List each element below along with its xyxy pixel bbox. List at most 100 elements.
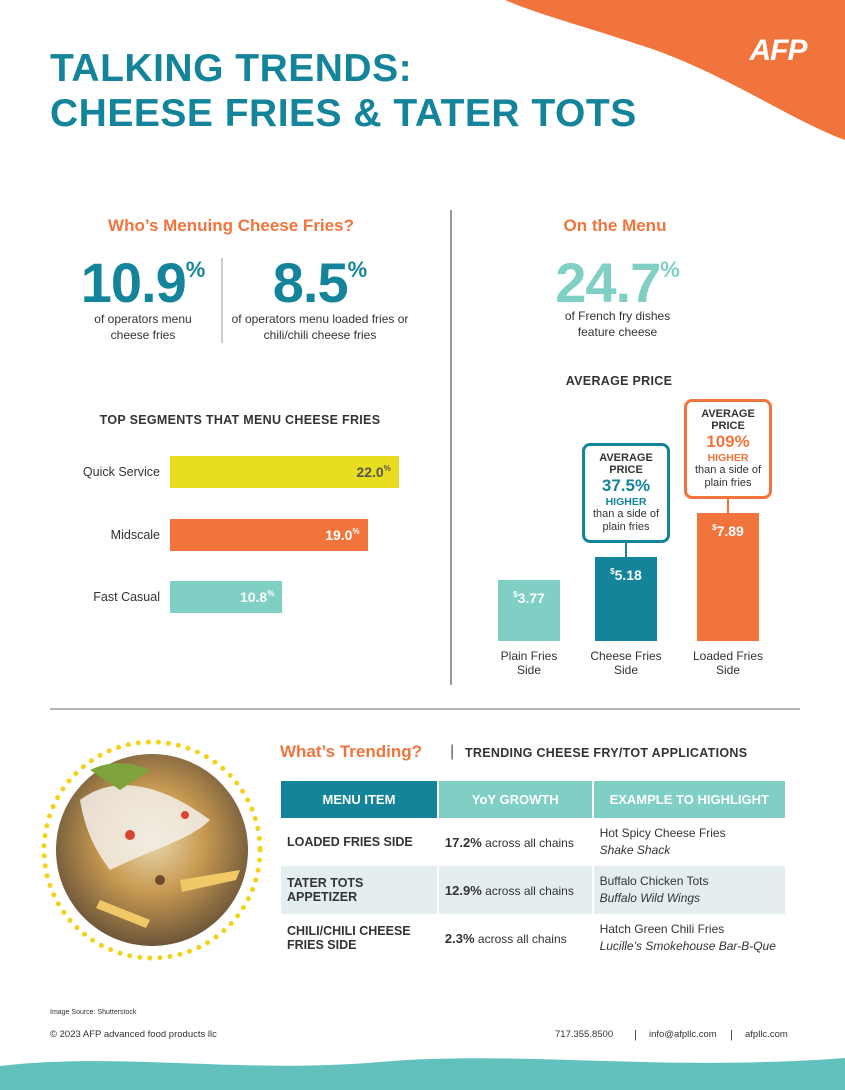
callout-label: AVERAGE PRICE bbox=[599, 452, 653, 477]
stat-caption: of operators menu cheese fries bbox=[94, 312, 192, 342]
stat-value: 8.5 bbox=[272, 251, 349, 314]
growth-note: across all chains bbox=[477, 931, 567, 946]
example: Buffalo Chicken Tots Buffalo Wild Wings bbox=[592, 866, 785, 914]
example-dish: Hot Spicy Cheese Fries bbox=[599, 826, 726, 840]
table-row: CHILI/CHILI CHEESE FRIES SIDE 2.3% across… bbox=[281, 914, 785, 962]
category-label: Plain Fries Side bbox=[500, 649, 558, 677]
callout: AVERAGE PRICE 109% HIGHER than a side of pl… bbox=[684, 399, 772, 500]
stat: 24.7% bbox=[530, 255, 705, 311]
title: TALKING TRENDS: CHEESE FRIES & TATER TOT… bbox=[50, 46, 637, 136]
connector bbox=[727, 497, 729, 514]
growth-value: 2.3% bbox=[444, 930, 475, 946]
chart-title: TOP SEGMENTS THAT MENU CHEESE FRIES bbox=[99, 413, 381, 427]
value-label: $3.77 bbox=[498, 590, 560, 606]
callout-value: 37.5% bbox=[588, 476, 664, 496]
copyright: © 2023 AFP advanced food products llc bbox=[50, 1029, 217, 1040]
category-label: Midscale bbox=[110, 527, 160, 542]
category-label: Quick Service bbox=[82, 465, 160, 479]
bar: 22.0% bbox=[170, 456, 399, 488]
separator: | bbox=[730, 1029, 733, 1041]
growth-note: across all chains bbox=[485, 883, 574, 898]
photo-detail bbox=[125, 830, 135, 840]
header-row: MENU ITEM YoY GROWTH EXAMPLE TO HIGHLIGHT bbox=[281, 781, 785, 818]
column-header: MENU ITEM bbox=[281, 781, 439, 818]
section-subheading: TRENDING CHEESE FRY/TOT APPLICATIONS bbox=[465, 746, 748, 760]
example: Hot Spicy Cheese Fries Shake Shack bbox=[593, 818, 785, 866]
callout-unit: % bbox=[634, 476, 651, 496]
website: afpllc.com bbox=[745, 1029, 788, 1040]
phone: 717.355.8500 bbox=[555, 1029, 614, 1040]
section-heading: On the Menu bbox=[563, 216, 667, 235]
stat: 8.5% bbox=[235, 255, 405, 311]
callout-label: AVERAGE PRICE bbox=[701, 408, 755, 433]
separator: | bbox=[450, 743, 454, 760]
value-text: 10.8 bbox=[239, 589, 268, 605]
value-unit: % bbox=[352, 526, 360, 536]
callout: AVERAGE PRICE 37.5% HIGHER than a side of p… bbox=[582, 443, 670, 544]
title-line: CHEESE FRIES & TATER TOTS bbox=[50, 92, 637, 135]
callout-note: than a side of plain fries bbox=[592, 508, 660, 534]
column-header: EXAMPLE TO HIGHLIGHT bbox=[592, 781, 785, 818]
category-label: Fast Casual bbox=[93, 590, 160, 604]
stat-caption: of French fry dishes feature cheese bbox=[564, 309, 671, 339]
bar: 19.0% bbox=[170, 518, 368, 551]
example-chain: Lucille’s Smokehouse Bar-B-Que bbox=[599, 939, 776, 953]
stat-value: 10.9 bbox=[80, 251, 187, 314]
stat-unit: % bbox=[660, 257, 680, 282]
bar: 10.8% bbox=[170, 581, 283, 613]
value-label: 10.8% bbox=[240, 589, 274, 605]
stat-caption: of operators menu loaded fries or chili/… bbox=[231, 312, 409, 342]
value-label: $7.89 bbox=[697, 523, 759, 539]
bar: $5.18 bbox=[595, 557, 657, 641]
callout-word: HIGHER bbox=[605, 496, 647, 509]
email: info@afpllc.com bbox=[649, 1029, 717, 1040]
value-text: 19.0 bbox=[325, 526, 353, 543]
callout-number: 109 bbox=[706, 432, 735, 452]
example-dish: Hatch Green Chili Fries bbox=[599, 922, 725, 936]
stat-unit: % bbox=[185, 257, 206, 282]
logo: AFP bbox=[749, 34, 808, 67]
photo-detail bbox=[90, 763, 150, 790]
title-line: TALKING TRENDS: bbox=[50, 47, 413, 90]
dotted-ring bbox=[41, 739, 263, 961]
trend-table: MENU ITEM YoY GROWTH EXAMPLE TO HIGHLIGHT L… bbox=[281, 781, 785, 962]
value-unit: $ bbox=[513, 589, 518, 599]
menu-item: LOADED FRIES SIDE bbox=[281, 818, 439, 866]
connector bbox=[625, 541, 627, 558]
growth-note: across all chains bbox=[485, 835, 574, 850]
menu-item: TATER TOTS APPETIZER bbox=[281, 866, 439, 914]
callout-note: than a side of plain fries bbox=[694, 464, 762, 490]
value-text: 5.18 bbox=[614, 567, 642, 584]
callout-number: 37.5 bbox=[601, 476, 635, 496]
callout-word: HIGHER bbox=[707, 452, 749, 465]
growth-value: 12.9% bbox=[444, 882, 482, 898]
stat: 10.9% bbox=[58, 255, 228, 311]
value-label: $5.18 bbox=[595, 567, 657, 583]
growth: 17.2% across all chains bbox=[437, 818, 594, 866]
example-chain: Buffalo Wild Wings bbox=[599, 891, 701, 905]
value-unit: $ bbox=[610, 567, 615, 577]
image-source: Image Source: Shutterstock bbox=[50, 1009, 137, 1016]
value-label: 22.0% bbox=[356, 464, 390, 480]
section-heading: What’s Trending? bbox=[280, 742, 422, 761]
table-row: LOADED FRIES SIDE 17.2% across all chains… bbox=[281, 818, 785, 866]
category-label: Loaded Fries Side bbox=[692, 649, 764, 677]
growth: 12.9% across all chains bbox=[437, 866, 594, 914]
separator: | bbox=[634, 1029, 637, 1041]
value-text: 22.0 bbox=[356, 464, 384, 480]
photo-detail bbox=[96, 870, 240, 928]
example: Hatch Green Chili Fries Lucille’s Smokeho… bbox=[593, 914, 785, 962]
value-text: 3.77 bbox=[517, 589, 545, 606]
value-unit: % bbox=[267, 589, 275, 598]
value-text: 7.89 bbox=[716, 523, 744, 540]
callout-unit: % bbox=[734, 432, 750, 452]
example-chain: Shake Shack bbox=[599, 843, 671, 857]
stat-value: 24.7 bbox=[555, 251, 661, 314]
footer-separators: | | bbox=[634, 1029, 733, 1041]
value-unit: % bbox=[383, 464, 391, 473]
column-header: YoY GROWTH bbox=[437, 781, 594, 818]
section-heading: Who’s Menuing Cheese Fries? bbox=[108, 216, 354, 235]
photo-detail bbox=[80, 785, 210, 870]
